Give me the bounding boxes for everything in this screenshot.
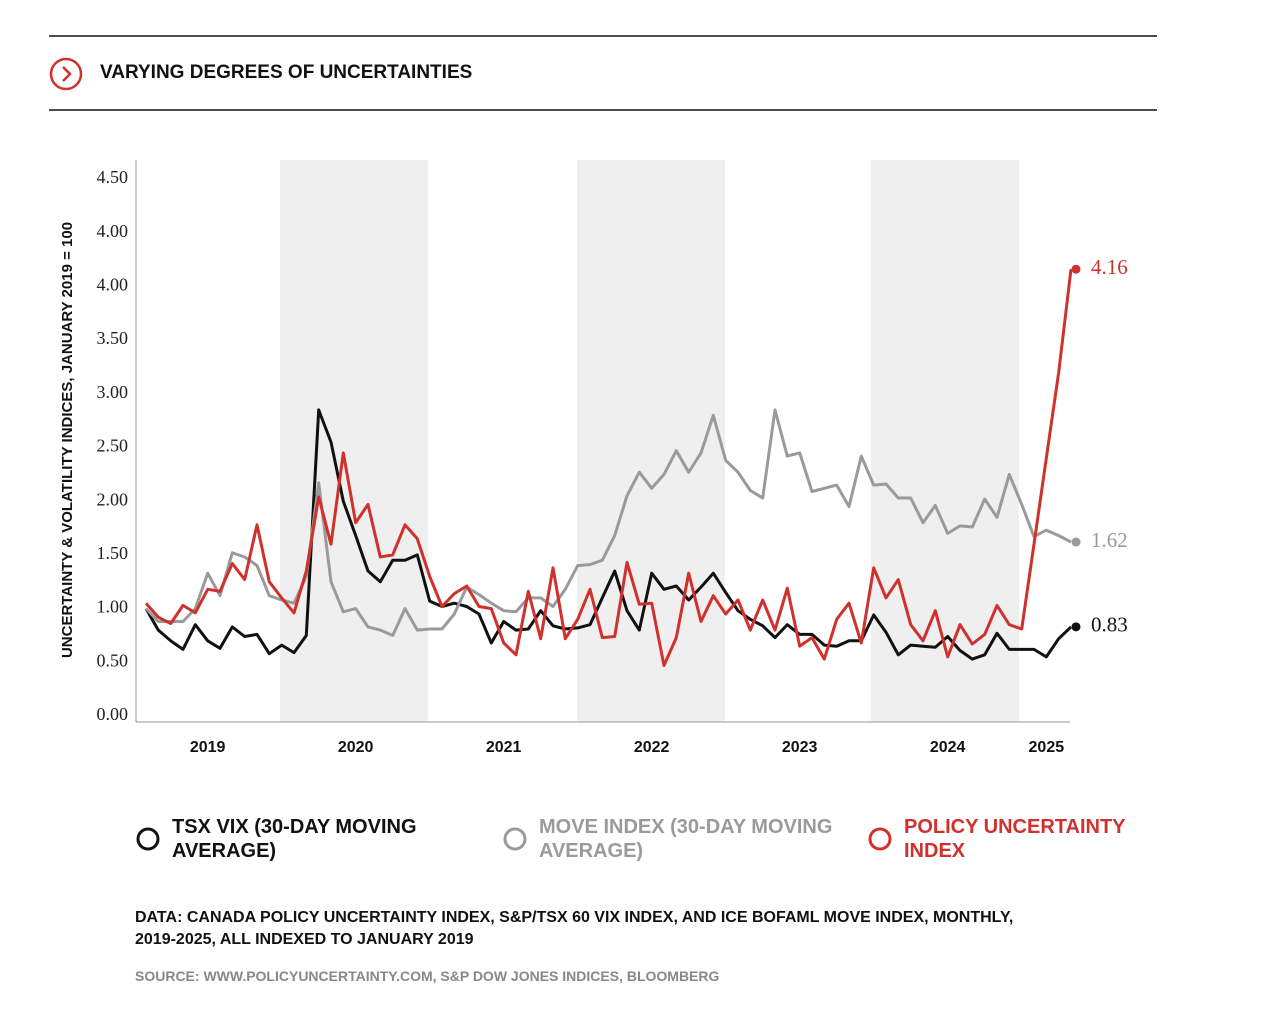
y-tick-label: 0.50 (97, 650, 129, 670)
end-point (1071, 537, 1081, 547)
series-line (144, 269, 1073, 667)
y-tick-label: 4.50 (97, 167, 129, 187)
end-value-label: 4.16 (1091, 255, 1128, 279)
end-value-label: 0.83 (1091, 613, 1128, 637)
x-tick-label: 2025 (1029, 739, 1065, 756)
end-point (1071, 264, 1081, 274)
end-point (1071, 622, 1081, 632)
data-note: DATA: CANADA POLICY UNCERTAINTY INDEX, S… (135, 909, 1014, 948)
shaded-band (577, 160, 725, 722)
x-tick-label: 2022 (634, 739, 670, 756)
y-tick-label: 0.00 (97, 704, 129, 724)
legend-label: TSX VIX (30-DAY MOVING AVERAGE) (172, 816, 417, 862)
legend-label: MOVE INDEX (30-DAY MOVING AVERAGE) (539, 816, 833, 862)
source-note: SOURCE: WWW.POLICYUNCERTAINTY.COM, S&P D… (135, 968, 720, 984)
shaded-band (280, 160, 428, 722)
legend-marker (136, 827, 160, 851)
chart-title: VARYING DEGREES OF UNCERTAINTIES (100, 62, 473, 83)
header-icon-arrow (62, 66, 72, 82)
y-tick-label: 1.00 (97, 597, 129, 617)
legend-marker (503, 827, 527, 851)
series-line (144, 408, 1073, 661)
y-tick-label: 3.00 (97, 382, 129, 402)
x-tick-label: 2020 (338, 739, 374, 756)
legend-label: POLICY UNCERTAINTY INDEX (904, 816, 1126, 862)
y-tick-label: 4.00 (97, 275, 129, 295)
x-tick-label: 2019 (190, 739, 226, 756)
x-tick-label: 2023 (782, 739, 818, 756)
x-tick-label: 2024 (930, 739, 966, 756)
header-icon (49, 57, 83, 91)
shaded-band (871, 160, 1019, 722)
y-axis-title: UNCERTAINTY & VOLATILITY INDICES, JANUAR… (59, 222, 76, 658)
y-tick-label: 3.50 (97, 328, 129, 348)
y-tick-label: 4.00 (97, 221, 129, 241)
x-tick-label: 2021 (486, 739, 522, 756)
y-tick-label: 2.50 (97, 436, 129, 456)
end-value-label: 1.62 (1091, 528, 1128, 552)
y-tick-label: 2.00 (97, 489, 129, 509)
y-tick-label: 1.50 (97, 543, 129, 563)
legend-marker (868, 827, 892, 851)
